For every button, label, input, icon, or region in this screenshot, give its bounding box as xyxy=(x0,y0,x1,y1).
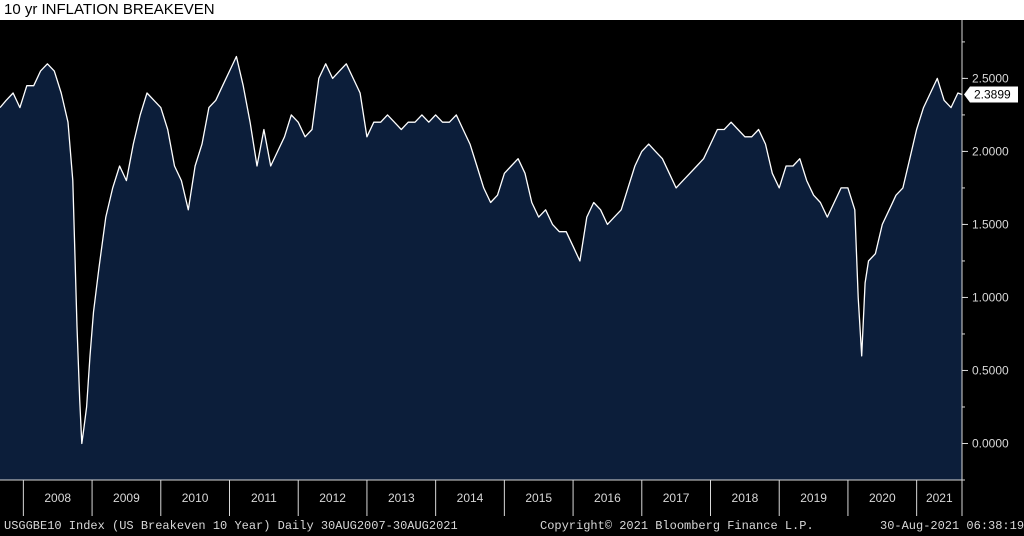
footer-copyright: Copyright© 2021 Bloomberg Finance L.P. xyxy=(540,519,814,533)
x-tick-label: 2015 xyxy=(525,491,552,505)
y-tick-label: 1.0000 xyxy=(972,290,1009,304)
last-value-label: 2.3899 xyxy=(974,87,1011,101)
chart-panel: 0.0000 0.5000 1.0000 1.5000 2.0000 2.5000 2.38… xyxy=(0,20,1024,536)
y-tick-label: 0.5000 xyxy=(972,363,1009,377)
last-value-box xyxy=(964,86,1018,103)
x-tick-label: 2012 xyxy=(319,491,346,505)
breakeven-chart: 0.0000 0.5000 1.0000 1.5000 2.0000 2.5000 2.38… xyxy=(0,20,1018,516)
x-tick-label: 2016 xyxy=(594,491,621,505)
x-tick-label: 2008 xyxy=(44,491,71,505)
x-tick-label: 2021 xyxy=(926,491,953,505)
x-tick-label: 2013 xyxy=(388,491,415,505)
y-tick-label: 1.5000 xyxy=(972,217,1009,231)
x-tick-label: 2020 xyxy=(869,491,896,505)
x-tick-label: 2011 xyxy=(251,491,277,505)
x-tick-label: 2014 xyxy=(457,491,484,505)
series-line xyxy=(0,55,963,445)
y-tick-label: 2.5000 xyxy=(972,71,1009,85)
footer-security-description: USGGBE10 Index (US Breakeven 10 Year) Da… xyxy=(4,519,458,533)
x-tick-label: 2009 xyxy=(113,491,140,505)
y-tick-label: 2.0000 xyxy=(972,144,1009,158)
x-tick-label: 2010 xyxy=(182,491,209,505)
chart-title: 10 yr INFLATION BREAKEVEN xyxy=(4,1,215,18)
last-value-marker: 2.3899 xyxy=(964,86,1018,103)
y-tick-label: 0.0000 xyxy=(972,436,1009,450)
x-tick-label: 2019 xyxy=(800,491,827,505)
x-tick-label: 2017 xyxy=(663,491,690,505)
footer-timestamp: 30-Aug-2021 06:38:19 xyxy=(880,519,1024,533)
series-area xyxy=(0,56,962,480)
x-tick-label: 2018 xyxy=(732,491,759,505)
